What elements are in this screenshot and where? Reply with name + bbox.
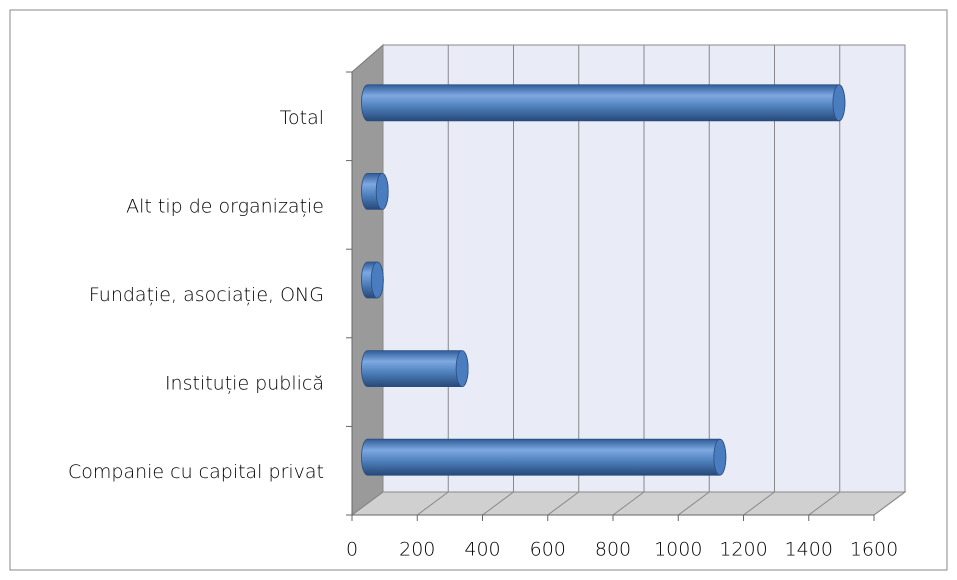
bar bbox=[361, 84, 846, 122]
x-tick-label: 600 bbox=[530, 539, 566, 561]
bar bbox=[361, 438, 727, 476]
x-tick-label: 400 bbox=[464, 539, 500, 561]
floor-grid-line bbox=[743, 491, 775, 516]
bar-cap bbox=[370, 261, 384, 299]
y-tick-label: Fundație, asociație, ONG bbox=[89, 284, 324, 306]
floor-grid-line bbox=[482, 491, 514, 516]
y-tick-label: Total bbox=[280, 107, 324, 129]
x-tick-label: 1200 bbox=[719, 539, 767, 561]
y-tick-label: Instituție publică bbox=[165, 373, 324, 395]
bar-body bbox=[361, 438, 727, 476]
floor-grid-line bbox=[873, 491, 906, 516]
bar-cap bbox=[713, 438, 727, 476]
x-tick-label: 200 bbox=[399, 539, 435, 561]
y-tick-label: Companie cu capital privat bbox=[68, 461, 324, 483]
floor-grid-line bbox=[416, 491, 449, 516]
floor-grid-line bbox=[677, 491, 710, 516]
x-tick-label: 1600 bbox=[850, 539, 898, 561]
bar bbox=[361, 172, 389, 210]
bar bbox=[361, 261, 384, 299]
floor-grid-line bbox=[547, 491, 580, 516]
bar-body bbox=[361, 350, 469, 387]
floor-grid-line bbox=[612, 491, 645, 516]
y-tick-label: Alt tip de organizație bbox=[126, 195, 324, 217]
x-tick-label: 1400 bbox=[785, 539, 833, 561]
x-tick-label: 1000 bbox=[654, 539, 702, 561]
x-tick-label: 0 bbox=[346, 539, 358, 561]
bar bbox=[361, 350, 469, 388]
bar-cap bbox=[832, 84, 846, 122]
floor-grid-line bbox=[351, 491, 384, 516]
bar-body bbox=[361, 84, 846, 122]
floor-grid-line bbox=[808, 491, 841, 516]
x-tick-label: 800 bbox=[595, 539, 631, 561]
bar-cap bbox=[455, 350, 469, 388]
bar-cap bbox=[375, 172, 389, 210]
